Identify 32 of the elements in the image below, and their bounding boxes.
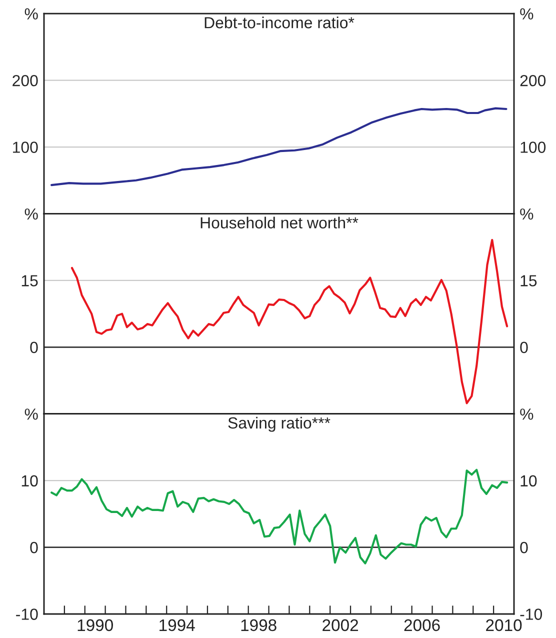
y-tick-label: % [24,8,38,20]
x-tick-label: 2006 [404,619,440,632]
line-series [70,238,508,404]
y2-tick-label: % [520,408,534,420]
y-tick-label: % [24,408,38,420]
y2-tick-label: 10 [520,475,537,487]
y2-tick-label: -10 [520,608,542,620]
chart-title: Household net worth** [200,216,358,228]
line-series [50,468,508,564]
y-tick-label: 0 [30,542,38,554]
chart-title: Debt-to-income ratio* [204,16,354,28]
chart-title: Saving ratio*** [228,416,330,432]
y-tick-label: 100 [13,142,38,153]
x-tick-label: 1998 [241,619,276,632]
y2-tick-label: 100 [520,142,546,153]
y-tick-label: % [24,208,38,220]
line-series [50,107,508,186]
y2-tick-label: 200 [520,74,546,86]
y-tick-label: -10 [16,608,38,620]
y2-tick-label: 15 [520,275,537,286]
y-tick-label: 10 [22,475,38,487]
y-tick-label: 200 [12,74,38,86]
y2-tick-label: 0 [520,342,528,354]
y2-tick-label: % [520,8,534,20]
y-tick-label: 0 [30,342,38,354]
y-tick-label: 15 [22,275,38,286]
x-tick-label: 1994 [160,619,195,632]
x-tick-label: 2002 [322,619,358,632]
x-tick-label: 1990 [78,619,113,632]
y2-tick-label: 0 [520,542,528,554]
y2-tick-label: % [520,208,534,220]
x-tick-label: 2010 [486,619,522,632]
